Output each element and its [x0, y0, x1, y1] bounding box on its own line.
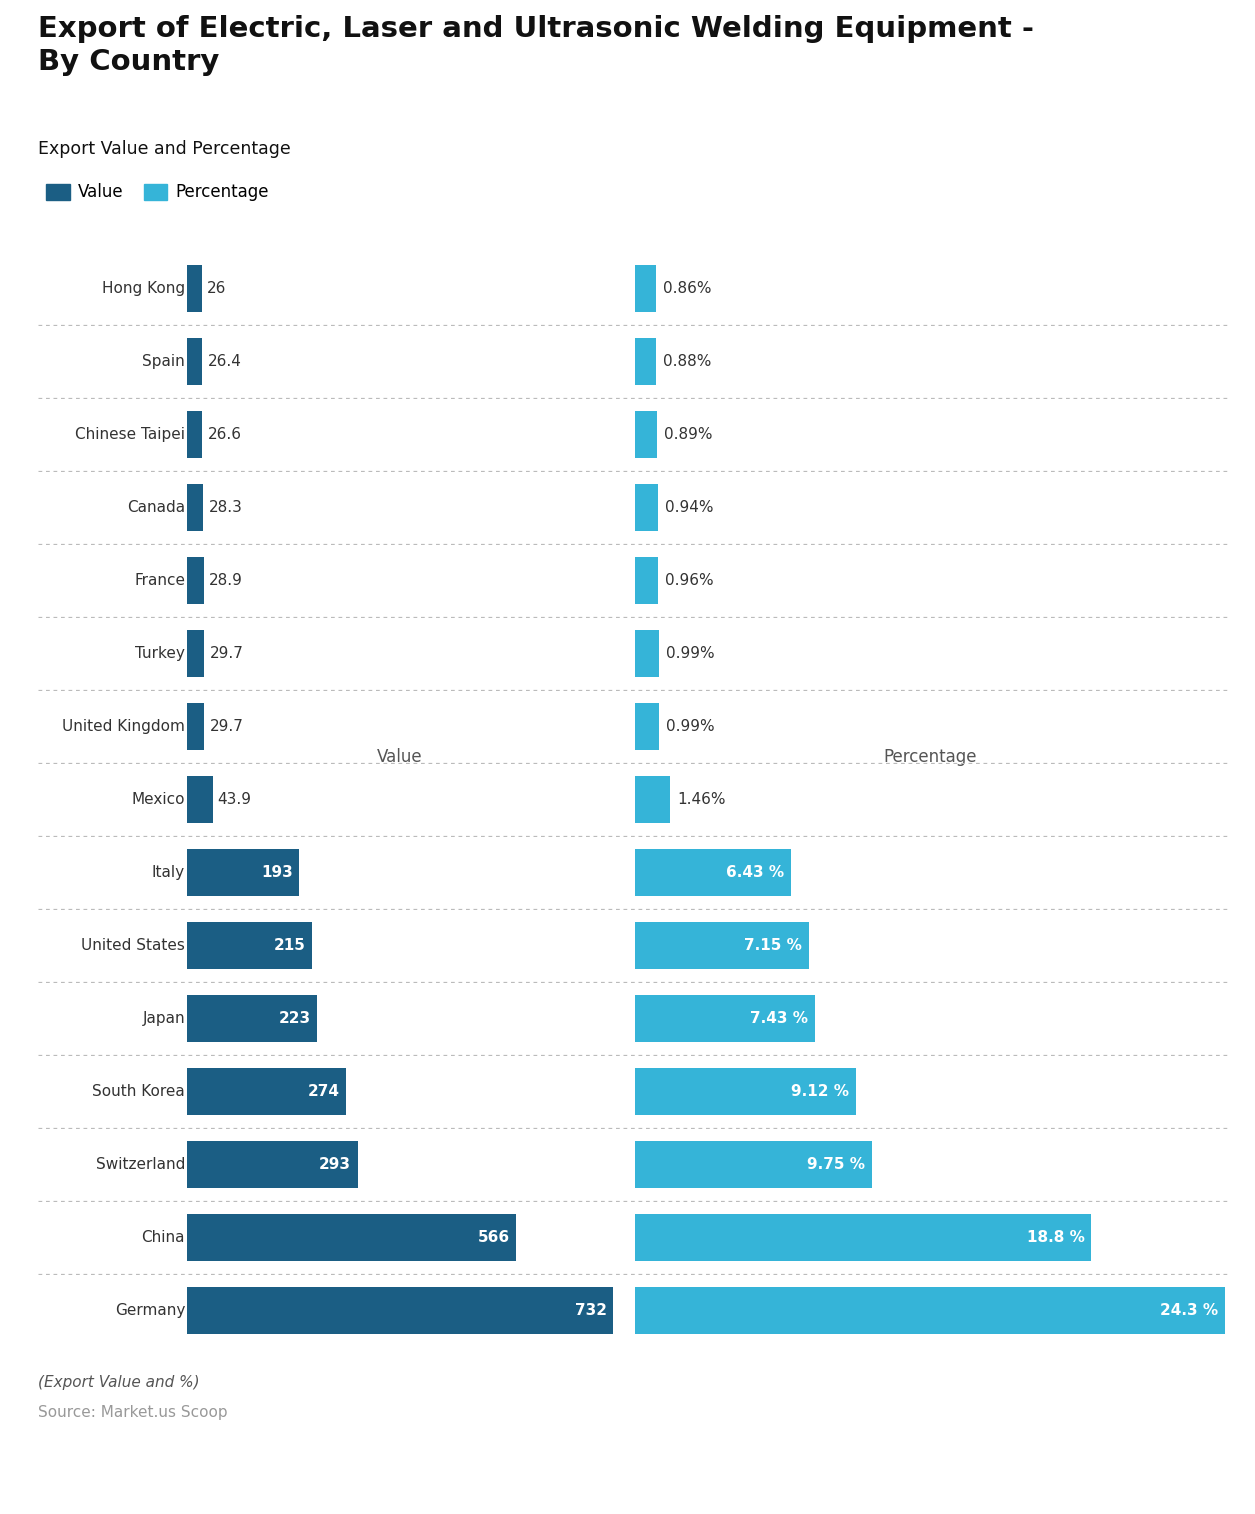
Text: 29.7: 29.7 [210, 719, 243, 734]
Bar [635, 484, 658, 531]
Bar [187, 484, 203, 531]
Text: 29.7: 29.7 [210, 646, 243, 662]
Bar [635, 1069, 856, 1114]
Text: Hong Kong: Hong Kong [102, 282, 184, 297]
Text: 26.4: 26.4 [207, 354, 241, 369]
Text: 215: 215 [274, 939, 306, 952]
Bar [187, 265, 202, 312]
Text: Export of Electric, Laser and Ultrasonic Welding Equipment -
By Country: Export of Electric, Laser and Ultrasonic… [38, 15, 1034, 77]
Text: Italy: Italy [152, 864, 184, 880]
Text: Switzerland: Switzerland [95, 1157, 184, 1172]
Text: Spain: Spain [142, 354, 184, 369]
Text: 26.6: 26.6 [207, 427, 242, 442]
Bar [187, 777, 212, 824]
Bar [635, 849, 791, 896]
Text: 223: 223 [279, 1011, 310, 1026]
Text: Chinese Taipei: Chinese Taipei [75, 427, 184, 442]
Bar [187, 922, 312, 969]
Text: 9.12 %: 9.12 % [792, 1084, 850, 1099]
Text: 28.9: 28.9 [208, 572, 242, 587]
Text: 0.96%: 0.96% [665, 572, 714, 587]
Bar [187, 338, 202, 385]
Text: Canada: Canada [127, 500, 184, 515]
Bar [635, 557, 659, 604]
Text: 274: 274 [307, 1084, 340, 1099]
Text: China: China [142, 1229, 184, 1245]
Bar [187, 1214, 516, 1261]
Text: United States: United States [82, 939, 184, 952]
Text: 18.8 %: 18.8 % [1027, 1229, 1084, 1245]
Text: 193: 193 [261, 864, 292, 880]
Bar [187, 849, 300, 896]
Text: Value: Value [378, 748, 423, 766]
Bar [187, 1069, 346, 1114]
Bar [187, 1142, 358, 1188]
Bar [187, 412, 202, 457]
Text: 0.94%: 0.94% [665, 500, 713, 515]
Text: 0.89%: 0.89% [664, 427, 712, 442]
Text: South Korea: South Korea [93, 1084, 184, 1099]
Bar [635, 1142, 872, 1188]
Text: 24.3 %: 24.3 % [1160, 1304, 1217, 1319]
Text: 1.46%: 1.46% [678, 792, 727, 807]
Text: 7.43 %: 7.43 % [750, 1011, 808, 1026]
Text: 0.99%: 0.99% [666, 719, 715, 734]
Bar [187, 995, 316, 1042]
Text: 732: 732 [575, 1304, 606, 1319]
Bar [187, 702, 205, 749]
Text: Export Value and Percentage: Export Value and Percentage [38, 139, 291, 157]
Text: 6.43 %: 6.43 % [725, 864, 784, 880]
Text: 7.15 %: 7.15 % [744, 939, 802, 952]
Text: 26: 26 [207, 282, 227, 297]
Text: Source: Market.us Scoop: Source: Market.us Scoop [38, 1405, 227, 1420]
Bar [635, 338, 656, 385]
Text: 0.86%: 0.86% [663, 282, 712, 297]
Bar [635, 630, 659, 677]
Text: United Kingdom: United Kingdom [63, 719, 184, 734]
Bar [635, 702, 659, 749]
Text: 566: 566 [478, 1229, 510, 1245]
Bar [635, 995, 816, 1042]
Text: 0.99%: 0.99% [666, 646, 715, 662]
Text: 9.75 %: 9.75 % [807, 1157, 865, 1172]
Text: Percentage: Percentage [884, 748, 976, 766]
Text: Germany: Germany [114, 1304, 184, 1319]
Text: France: France [134, 572, 184, 587]
Text: 0.88%: 0.88% [664, 354, 712, 369]
Text: 28.3: 28.3 [208, 500, 242, 515]
Text: (Export Value and %): (Export Value and %) [38, 1375, 200, 1390]
Bar [187, 630, 205, 677]
Bar [635, 412, 656, 457]
Bar [635, 1214, 1092, 1261]
Bar [635, 265, 656, 312]
Bar [187, 557, 203, 604]
Text: 43.9: 43.9 [217, 792, 252, 807]
Bar [635, 777, 670, 824]
Text: Turkey: Turkey [136, 646, 184, 662]
Bar [635, 922, 808, 969]
Text: 293: 293 [319, 1157, 351, 1172]
Legend: Value, Percentage: Value, Percentage [46, 183, 269, 201]
Text: Japan: Japan [142, 1011, 184, 1026]
Text: Mexico: Mexico [132, 792, 184, 807]
